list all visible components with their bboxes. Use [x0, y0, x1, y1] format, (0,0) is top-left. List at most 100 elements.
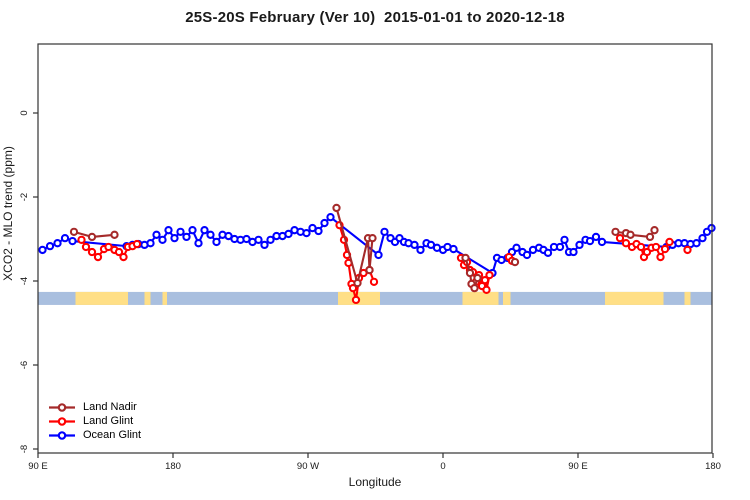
data-point: [200, 226, 209, 235]
legend-label-ocean-glint: Ocean Glint: [83, 429, 142, 441]
x-tick-label: 90 E: [568, 461, 588, 472]
data-point: [482, 285, 491, 294]
data-point: [45, 241, 55, 251]
legend-item-ocean-glint: Ocean Glint: [47, 428, 141, 442]
data-point: [626, 230, 635, 239]
legend: Land Nadir Land Glint Ocean Glint: [47, 400, 141, 442]
data-point: [645, 232, 655, 242]
x-tick-label: 180: [705, 461, 721, 472]
land-ocean-band: [38, 291, 712, 305]
data-point: [665, 237, 674, 247]
data-point: [636, 242, 646, 252]
data-point: [380, 227, 389, 237]
data-point: [365, 265, 374, 275]
data-point: [410, 240, 419, 250]
data-point: [69, 227, 79, 237]
data-point: [465, 268, 475, 278]
data-point: [158, 235, 167, 244]
data-point: [314, 226, 323, 236]
data-point: [87, 232, 97, 242]
data-point: [543, 248, 553, 258]
data-point: [461, 253, 470, 263]
legend-label-land-nadir: Land Nadir: [83, 401, 137, 413]
data-point: [93, 252, 103, 262]
data-point: [132, 239, 142, 249]
data-point: [591, 232, 601, 242]
y-tick-label: -8: [19, 445, 30, 453]
legend-label-land-glint: Land Glint: [83, 415, 134, 427]
y-tick-label: -6: [19, 361, 30, 369]
land-nadir-symbol-icon: [49, 402, 75, 412]
data-point: [212, 237, 221, 247]
data-point: [351, 295, 361, 305]
data-point: [146, 239, 155, 248]
data-point: [512, 243, 521, 252]
data-point: [260, 240, 269, 250]
x-tick-label: 180: [165, 461, 181, 472]
y-axis: 0 -2 -4 -6 -8 XCO2 - MLO trend (ppm): [1, 110, 38, 453]
data-point: [302, 228, 311, 238]
data-point: [38, 245, 47, 255]
land-glint-symbol-icon: [49, 416, 75, 426]
data-point: [374, 250, 383, 260]
data-point: [369, 277, 379, 286]
data-point: [326, 213, 335, 222]
data-point: [656, 252, 665, 262]
x-tick-label: 0: [440, 461, 445, 472]
series-land-nadir: [69, 203, 659, 293]
data-point: [348, 283, 358, 293]
data-point: [485, 270, 494, 280]
data-point: [575, 240, 584, 250]
data-point: [416, 245, 425, 255]
data-point: [683, 245, 692, 255]
legend-item-land-nadir: Land Nadir: [47, 400, 141, 414]
data-point: [353, 278, 362, 288]
data-point: [170, 234, 179, 243]
data-point: [152, 230, 161, 239]
data-point: [611, 227, 620, 237]
data-point: [194, 239, 203, 248]
data-point: [585, 236, 595, 246]
data-point: [615, 234, 625, 243]
legend-item-land-glint: Land Glint: [47, 414, 141, 428]
x-tick-label: 90 W: [297, 461, 319, 472]
data-point: [114, 247, 124, 257]
data-series: [38, 203, 716, 305]
data-point: [284, 229, 293, 239]
data-point: [87, 247, 97, 257]
data-point: [522, 250, 532, 260]
y-axis-title: XCO2 - MLO trend (ppm): [1, 146, 15, 281]
chart-title: 25S-20S February (Ver 10) 2015-01-01 to …: [185, 9, 565, 26]
x-axis-title: Longitude: [349, 475, 402, 489]
x-axis: 90 E 180 90 W 0 90 E 180 Longitude: [28, 453, 721, 489]
plot-border: [37, 43, 713, 454]
data-point: [332, 203, 341, 213]
ocean-glint-symbol-icon: [49, 430, 75, 440]
data-point: [692, 239, 701, 248]
data-point: [651, 242, 661, 252]
data-point: [206, 230, 215, 239]
data-point: [621, 239, 631, 248]
data-point: [480, 276, 490, 285]
data-point: [650, 226, 659, 235]
data-point: [660, 244, 670, 254]
data-point: [77, 235, 86, 244]
data-point: [53, 239, 62, 248]
data-point: [182, 232, 191, 242]
data-point: [188, 226, 197, 235]
data-point: [81, 242, 91, 252]
data-point: [470, 283, 479, 293]
data-point: [698, 234, 707, 243]
data-point: [254, 235, 263, 244]
x-tick-label: 90 E: [28, 461, 48, 472]
data-point: [119, 252, 128, 262]
data-point: [368, 234, 377, 243]
data-point: [164, 226, 173, 235]
data-point: [110, 230, 119, 239]
data-point: [510, 257, 520, 267]
data-point: [266, 235, 275, 244]
data-point: [176, 227, 185, 237]
data-point: [473, 273, 482, 283]
